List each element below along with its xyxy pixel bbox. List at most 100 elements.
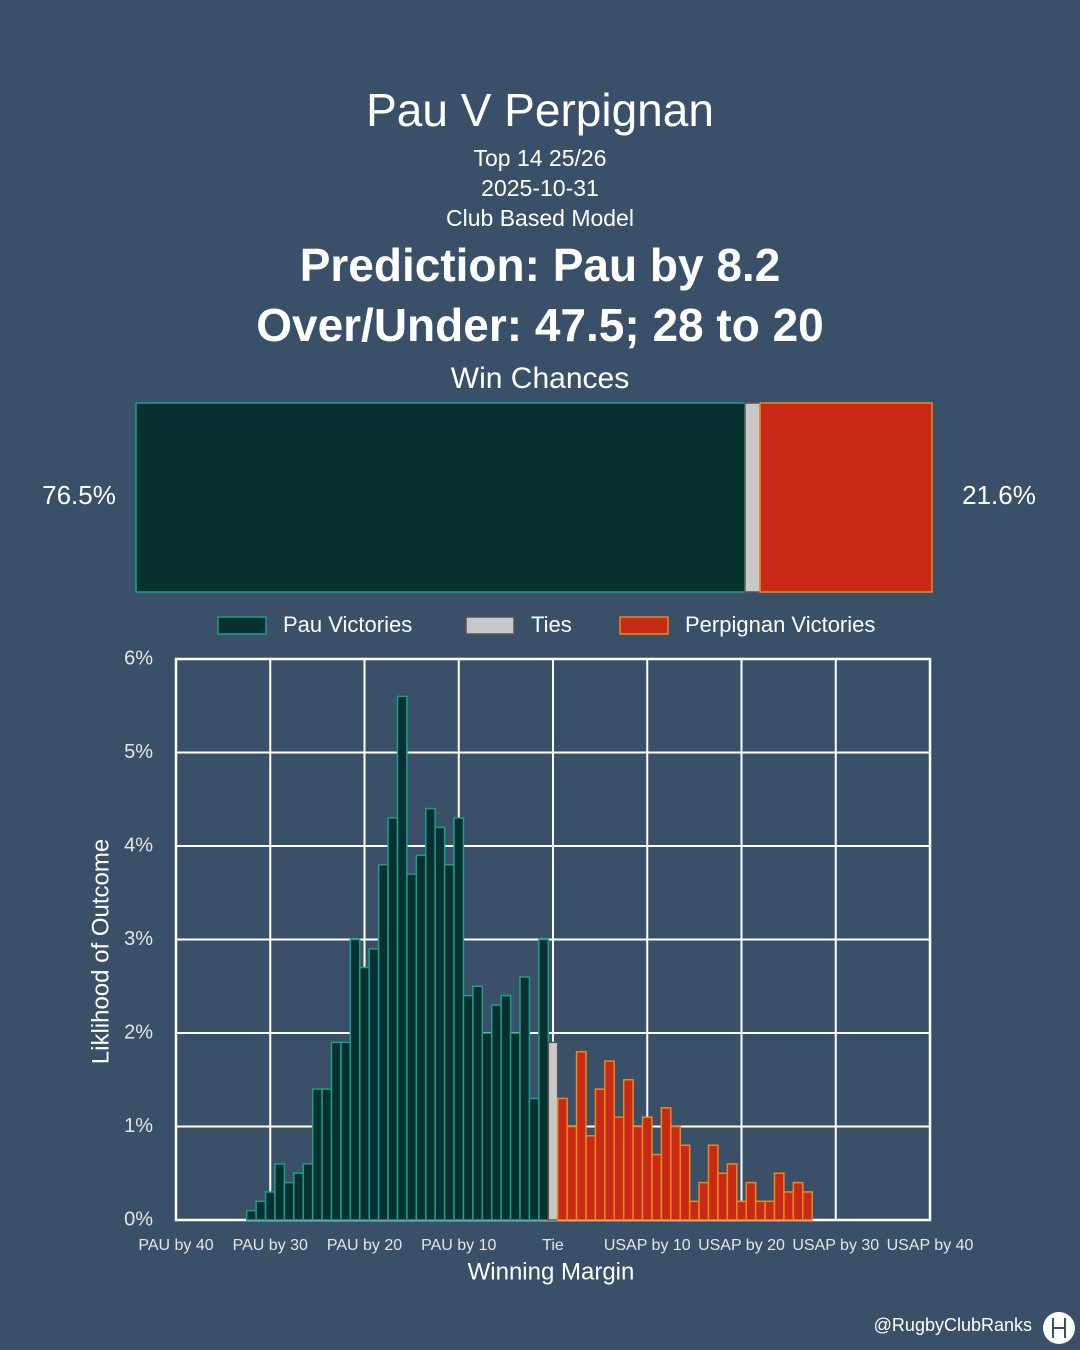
x-axis-label: Winning Margin [468, 1258, 635, 1285]
histogram-bar [613, 1116, 625, 1221]
histogram-bar [736, 1200, 747, 1221]
histogram-bar [707, 1144, 719, 1221]
logo [1043, 1312, 1075, 1344]
y-tick-label: 6% [124, 647, 153, 669]
histogram-bar [726, 1163, 738, 1221]
x-tick-label: PAU by 30 [233, 1237, 308, 1254]
win-segment [744, 402, 761, 593]
histogram-bar [481, 1032, 493, 1221]
histogram-bar [311, 1088, 323, 1221]
win-segment [135, 402, 746, 593]
histogram-bar [302, 1163, 314, 1221]
histogram-bar [566, 1125, 578, 1221]
y-tick-label: 5% [124, 741, 153, 763]
x-tick-label: USAP by 30 [792, 1237, 879, 1254]
histogram-bar [377, 863, 389, 1221]
legend-label: Ties [531, 612, 572, 637]
histogram-bar [688, 1200, 700, 1221]
x-tick-label: USAP by 10 [604, 1237, 691, 1254]
footer: @RugbyClubRanks [874, 1315, 1032, 1335]
histogram-bar [340, 1041, 352, 1221]
histogram-bar [321, 1088, 333, 1221]
histogram-bar [330, 1041, 342, 1221]
value-label: 21.6% [962, 480, 1036, 510]
histogram-bar [264, 1191, 276, 1221]
over-under: Over/Under: 47.5; 28 to 20 [256, 299, 824, 351]
histogram-bar [651, 1153, 663, 1221]
legend-label: Perpignan Victories [685, 612, 875, 637]
legend-swatch [217, 616, 267, 635]
subtitle: Top 14 25/26 [473, 145, 606, 171]
histogram-bar [622, 1079, 634, 1221]
histogram-bar [556, 1097, 568, 1221]
histogram-bar [500, 994, 512, 1221]
win-chances-title: Win Chances [451, 362, 629, 395]
x-tick-label: USAP by 40 [887, 1237, 974, 1254]
subtitle: 2025-10-31 [481, 175, 599, 201]
histogram-bar [462, 994, 474, 1221]
histogram-bar [547, 1041, 559, 1221]
y-tick-label: 2% [124, 1021, 153, 1043]
histogram-bar [538, 938, 550, 1221]
x-tick-label: PAU by 20 [327, 1237, 402, 1254]
histogram-bar [359, 966, 370, 1221]
histogram-bar [425, 807, 436, 1221]
histogram-bar [245, 1209, 257, 1221]
x-tick-label: PAU by 40 [138, 1237, 213, 1254]
subtitle: Club Based Model [446, 205, 634, 231]
histogram-bar [293, 1172, 304, 1221]
histogram-bar [415, 854, 427, 1221]
value-label: 76.5% [42, 480, 116, 510]
histogram-bar [283, 1181, 295, 1221]
histogram-bar [387, 817, 399, 1221]
x-tick-label: USAP by 20 [698, 1237, 785, 1254]
histogram-bar [575, 1050, 587, 1221]
histogram-bar [698, 1181, 710, 1221]
histogram-bar [443, 863, 455, 1221]
x-tick-label: PAU by 10 [421, 1237, 496, 1254]
histogram-bar [519, 976, 531, 1221]
histogram-bar [783, 1191, 795, 1221]
histogram-bar [585, 1135, 597, 1221]
title: Pau V Perpignan [366, 84, 714, 136]
histogram-bar [764, 1200, 776, 1221]
histogram-bar [472, 985, 484, 1221]
histogram-bar [490, 1004, 502, 1221]
histogram-bar [773, 1172, 785, 1221]
histogram-bar [396, 695, 408, 1221]
histogram-bar [632, 1125, 644, 1221]
win-segment [759, 402, 933, 593]
histogram-bar [434, 826, 446, 1221]
histogram-bar [349, 938, 361, 1221]
histogram-bar [802, 1191, 813, 1221]
histogram-bar [274, 1163, 286, 1221]
histogram-bar [255, 1200, 267, 1221]
histogram-bar [745, 1181, 757, 1221]
histogram-bar [792, 1181, 804, 1221]
y-axis-label: Liklihood of Outcome [87, 839, 114, 1064]
histogram-bar [528, 1097, 540, 1221]
histogram-bar [594, 1088, 606, 1221]
x-tick-label: Tie [542, 1237, 564, 1254]
histogram-bar [717, 1172, 729, 1221]
y-tick-label: 4% [124, 834, 153, 856]
legend-swatch [465, 616, 515, 635]
y-tick-label: 3% [124, 928, 153, 950]
histogram-bar [670, 1125, 681, 1221]
histogram-bar [368, 948, 380, 1221]
legend-label: Pau Victories [283, 612, 412, 637]
histogram-bar [679, 1144, 691, 1221]
histogram-bar [453, 817, 465, 1221]
histogram-bar [406, 873, 418, 1221]
histogram-bar [754, 1200, 766, 1221]
y-tick-label: 0% [124, 1208, 153, 1230]
histogram-bar [604, 1060, 616, 1221]
y-tick-label: 1% [124, 1115, 153, 1137]
prediction: Prediction: Pau by 8.2 [300, 239, 781, 291]
histogram-bar [660, 1107, 672, 1221]
histogram-bar [509, 1032, 521, 1221]
legend-swatch [619, 616, 669, 635]
histogram-bar [641, 1116, 653, 1221]
